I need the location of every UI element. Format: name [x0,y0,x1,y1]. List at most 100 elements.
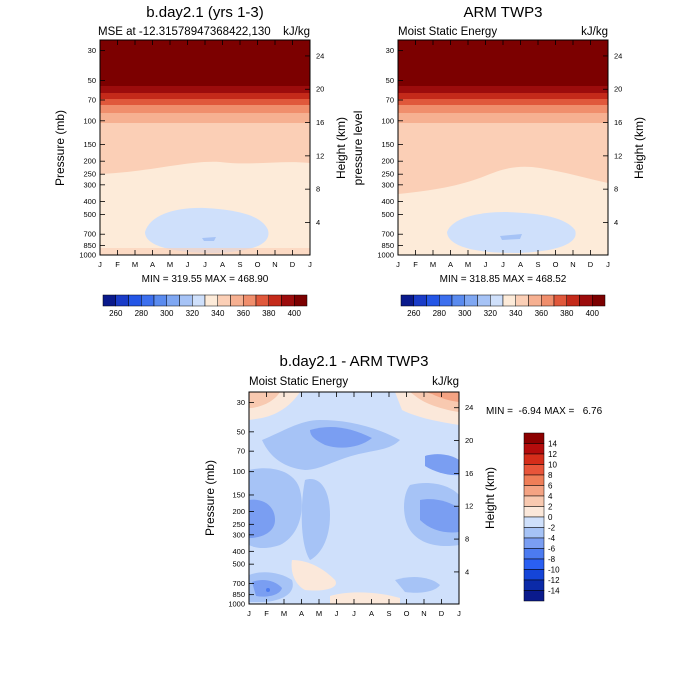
p2-colorbar-box [464,294,478,307]
p1-xtick-label: M [167,260,173,269]
p2-colorbar-box [413,294,427,307]
p2-ytick-right-label: 20 [614,85,622,94]
p3-colorbar-box [523,558,545,570]
p3-colorbar-box [523,506,545,518]
p1-xtick-label: J [308,260,312,269]
panel2-subtitle-left: Moist Static Energy [398,26,497,38]
p2-ytick-label: 400 [381,197,394,206]
p3-ytick-right-label: 8 [465,535,469,544]
p1-ytick-right-label: 24 [316,51,324,60]
p1-colorbar-box [179,294,193,307]
p2-ytick-label: 850 [381,241,394,250]
p1-ytick-label: 200 [83,157,96,166]
p2-xtick-label: J [501,260,505,269]
p1-ytick-label: 30 [88,46,96,55]
panel1-subtitle-right: kJ/kg [283,26,310,38]
p1-colorbar-box [294,294,308,307]
p2-ytick-label: 500 [381,210,394,219]
p1-colorbar-box [141,294,155,307]
p1-ytick-right-label: 16 [316,118,324,127]
p2-ytick-label: 200 [381,157,394,166]
panel1-title: b.day2.1 (yrs 1-3) [146,4,264,21]
p1-colorbar-box [102,294,116,307]
p1-xtick-label: A [220,260,225,269]
p1-colorbar-box [192,294,206,307]
p3-xtick-label: J [247,609,251,618]
p1-colorbar-label: 300 [160,309,174,318]
p2-xtick-label: S [535,260,540,269]
p1-colorbar-box [204,294,218,307]
panel1-subtitle-left: MSE at -12.31578947368422,130 [98,26,271,38]
p1-colorbar-box [230,294,244,307]
p3-colorbar-label: 0 [548,513,553,522]
p2-colorbar-box [515,294,529,307]
panel-difference-mse: b.day2.1 - ARM TWP3 Moist Static Energy … [203,353,603,618]
p3-colorbar-box [523,569,545,581]
p3-colorbar-label: -4 [548,534,556,543]
panel3-ylabel-right: Height (km) [483,467,497,529]
p2-colorbar-box [541,294,555,307]
p1-xtick-label: O [255,260,261,269]
p3-colorbar-label: -10 [548,566,560,575]
p3-ytick-label: 250 [232,520,245,529]
p2-colorbar-box [426,294,440,307]
p1-xtick-label: J [98,260,102,269]
panel3-plot-area [248,391,460,605]
p3-xtick-label: A [299,609,304,618]
p2-colorbar-label: 320 [484,309,498,318]
p3-ytick-label: 70 [237,447,245,456]
panel2-subtitle-right: kJ/kg [581,26,608,38]
p3-ytick-right-label: 20 [465,436,473,445]
p3-ytick-label: 700 [232,579,245,588]
p2-colorbar-box [502,294,516,307]
panel3-title: b.day2.1 - ARM TWP3 [280,353,429,370]
panel2-ylabel-right: Height (km) [632,117,646,179]
p2-ytick-right-label: 4 [614,218,618,227]
p2-colorbar-box [490,294,504,307]
p1-ytick-label: 70 [88,96,96,105]
panel3-y-axis-right: 24 20 16 12 8 4 [454,403,473,576]
p1-colorbar-box [281,294,295,307]
p1-ytick-label: 850 [83,241,96,250]
p2-colorbar-box [553,294,567,307]
p3-xtick-label: J [457,609,461,618]
p2-colorbar-label: 360 [535,309,549,318]
panel2-title: ARM TWP3 [464,4,543,21]
p2-ytick-label: 150 [381,140,394,149]
p1-xtick-label: N [272,260,277,269]
p1-ytick-right-label: 4 [316,218,320,227]
p2-colorbar-label: 400 [586,309,600,318]
p1-xtick-label: J [203,260,207,269]
p3-colorbar-box [523,579,545,591]
p3-colorbar-label: 12 [548,450,557,459]
p2-ytick-label: 100 [381,116,394,125]
p1-colorbar-label: 340 [211,309,225,318]
p3-colorbar-label: 2 [548,503,553,512]
p3-ytick-label: 100 [232,467,245,476]
p3-xtick-label: O [404,609,410,618]
p1-colorbar-label: 280 [135,309,149,318]
p2-ytick-label: 50 [386,76,394,85]
p3-colorbar-label: 8 [548,471,553,480]
panel3-subtitle-left: Moist Static Energy [249,376,348,388]
p2-colorbar-box [451,294,465,307]
p1-colorbar-label: 360 [237,309,251,318]
p3-colorbar-box [523,464,545,476]
p3-ytick-label: 300 [232,530,245,539]
p1-colorbar-box [268,294,282,307]
p1-ytick-label: 700 [83,230,96,239]
p2-colorbar-box [439,294,453,307]
p3-colorbar-label: 14 [548,440,557,449]
p2-xtick-label: J [484,260,488,269]
p2-ytick-right-label: 24 [614,51,622,60]
p1-colorbar-label: 400 [288,309,302,318]
panel1-plot-area [99,39,311,256]
p2-xtick-label: M [465,260,471,269]
p2-colorbar-box [477,294,491,307]
panel3-stats: MIN = -6.94 MAX = 6.76 [486,406,603,417]
p3-ytick-right-label: 24 [465,403,473,412]
